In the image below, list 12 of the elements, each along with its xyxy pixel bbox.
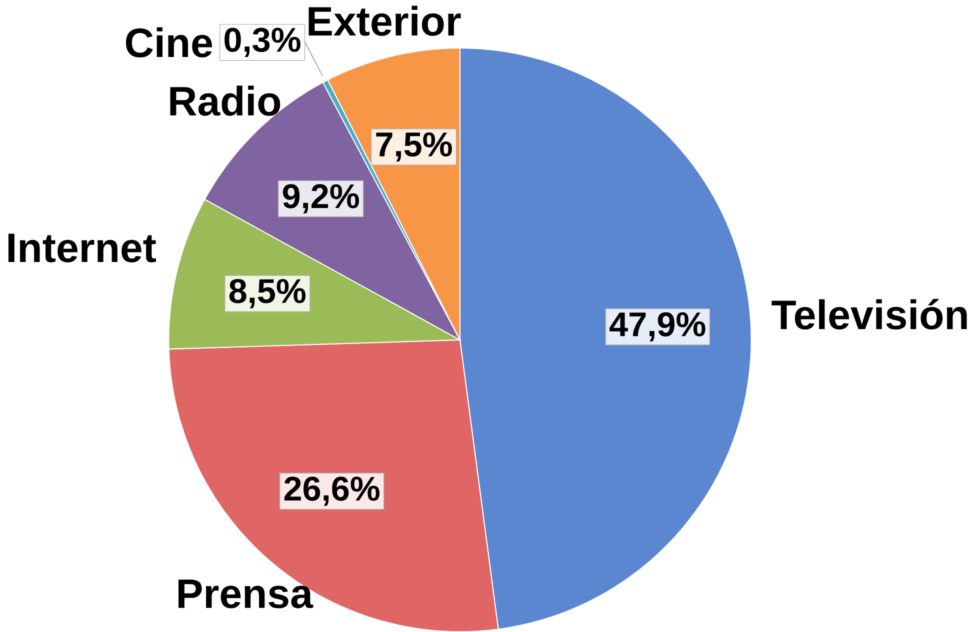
slice-label: Cine xyxy=(126,27,212,58)
data-label: 7,5% xyxy=(376,132,452,162)
data-label: 9,2% xyxy=(282,184,359,214)
data-label: 47,9% xyxy=(610,312,706,342)
data-label: 0,3% xyxy=(224,28,300,57)
slice-label: Exterior xyxy=(308,6,461,36)
data-label: 8,5% xyxy=(229,278,306,308)
slice-label: Televisión xyxy=(772,298,967,330)
slice-label: Prensa xyxy=(178,579,314,608)
slice-label: Internet xyxy=(8,234,156,262)
slice-label: Radio xyxy=(170,86,280,116)
data-label: 26,6% xyxy=(284,476,380,506)
